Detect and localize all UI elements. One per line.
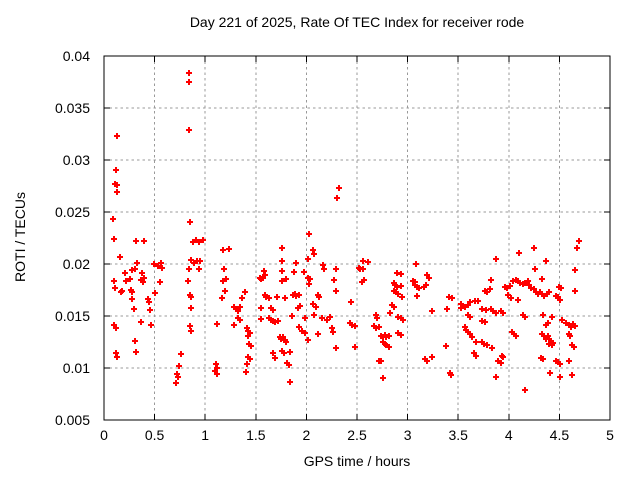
y-tick-label: 0.01 [63,360,90,376]
x-tick-label: 4.5 [550,427,570,443]
x-tick-label: 5 [606,427,614,443]
x-tick-label: 3 [404,427,412,443]
y-axis-label: ROTI / TECUs [12,192,28,282]
x-tick-label: 1.5 [246,427,266,443]
y-tick-label: 0.025 [55,204,90,220]
x-tick-label: 2 [303,427,311,443]
y-tick-label: 0.015 [55,308,90,324]
x-tick-label: 1 [201,427,209,443]
x-tick-label: 4 [505,427,513,443]
x-tick-label: 0 [100,427,108,443]
y-tick-label: 0.04 [63,48,90,64]
chart-title: Day 221 of 2025, Rate Of TEC Index for r… [189,14,525,30]
data-point-markers [110,70,582,393]
x-axis-label: GPS time / hours [303,453,411,469]
x-tick-label: 3.5 [448,427,468,443]
y-tick-label: 0.02 [63,256,90,272]
x-tick-label: 0.5 [145,427,165,443]
y-tick-label: 0.005 [55,412,90,428]
y-tick-label: 0.03 [63,152,90,168]
x-tick-label: 2.5 [347,427,367,443]
y-tick-label: 0.035 [55,100,90,116]
